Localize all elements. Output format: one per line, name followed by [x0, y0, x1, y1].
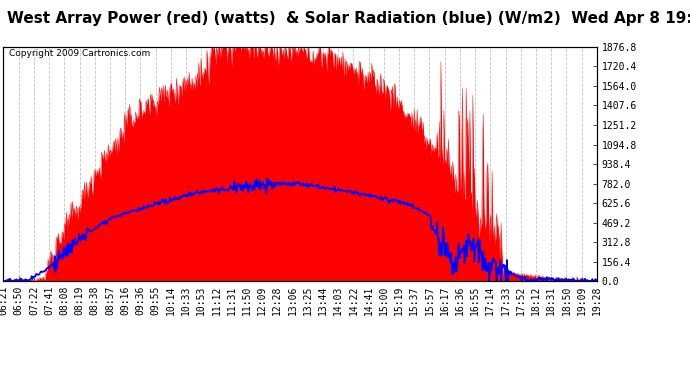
Text: West Array Power (red) (watts)  & Solar Radiation (blue) (W/m2)  Wed Apr 8 19:29: West Array Power (red) (watts) & Solar R…: [7, 11, 690, 26]
Text: Copyright 2009 Cartronics.com: Copyright 2009 Cartronics.com: [10, 49, 150, 58]
